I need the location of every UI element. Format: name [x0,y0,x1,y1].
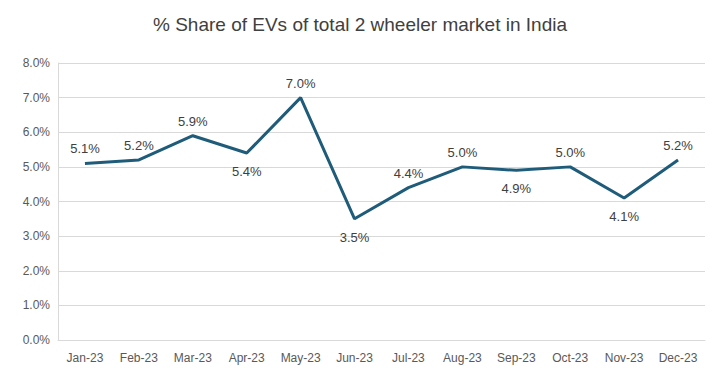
svg-text:May-23: May-23 [281,351,321,365]
svg-text:Dec-23: Dec-23 [659,351,698,365]
svg-text:4.9%: 4.9% [501,181,531,196]
svg-text:Apr-23: Apr-23 [229,351,265,365]
svg-text:5.0%: 5.0% [23,160,51,174]
svg-text:3.5%: 3.5% [340,230,370,245]
svg-text:3.0%: 3.0% [23,229,51,243]
svg-text:Nov-23: Nov-23 [605,351,644,365]
svg-text:6.0%: 6.0% [23,125,51,139]
svg-text:Aug-23: Aug-23 [443,351,482,365]
svg-text:Sep-23: Sep-23 [497,351,536,365]
svg-text:4.1%: 4.1% [609,209,639,224]
svg-text:Feb-23: Feb-23 [120,351,158,365]
svg-text:4.0%: 4.0% [23,195,51,209]
svg-text:5.4%: 5.4% [232,164,262,179]
svg-text:Mar-23: Mar-23 [174,351,212,365]
svg-text:5.1%: 5.1% [70,141,100,156]
svg-text:0.0%: 0.0% [23,333,51,347]
svg-text:8.0%: 8.0% [23,56,51,70]
svg-text:5.0%: 5.0% [448,145,478,160]
svg-text:Jul-23: Jul-23 [392,351,425,365]
svg-text:7.0%: 7.0% [23,91,51,105]
svg-text:% Share of EVs of total 2 whee: % Share of EVs of total 2 wheeler market… [153,14,567,35]
svg-text:Jun-23: Jun-23 [336,351,373,365]
svg-text:2.0%: 2.0% [23,264,51,278]
svg-text:5.2%: 5.2% [124,138,154,153]
svg-text:5.0%: 5.0% [555,145,585,160]
svg-text:Oct-23: Oct-23 [552,351,588,365]
svg-text:5.2%: 5.2% [663,138,693,153]
svg-text:5.9%: 5.9% [178,114,208,129]
svg-text:1.0%: 1.0% [23,298,51,312]
svg-text:4.4%: 4.4% [394,166,424,181]
svg-text:7.0%: 7.0% [286,76,316,91]
svg-text:Jan-23: Jan-23 [67,351,104,365]
